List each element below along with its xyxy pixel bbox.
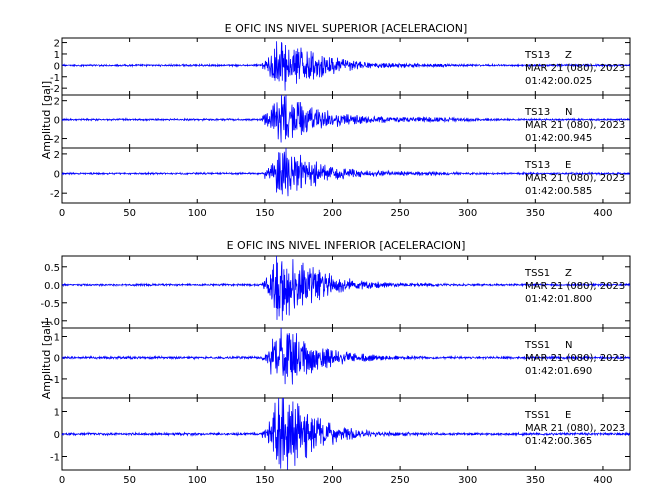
time-label: 01:42:00.945	[525, 133, 592, 144]
waveform-line	[61, 327, 631, 385]
x-tick-label: 400	[593, 475, 612, 486]
x-tick-label: 50	[123, 475, 136, 486]
station-label: TS13	[524, 107, 550, 118]
chart-2: E OFIC INS NIVEL INFERIOR [ACELERACION] A…	[40, 239, 631, 486]
y-tick-label: -2	[50, 189, 60, 200]
x-tick-label: 200	[323, 475, 342, 486]
time-label: 01:42:01.690	[525, 366, 592, 377]
y-tick-label: 2	[54, 97, 60, 108]
x-tick-label: 250	[391, 475, 410, 486]
time-label: 01:42:00.585	[525, 186, 592, 197]
date-label: MAR 21 (080), 2023	[525, 63, 625, 74]
trace-panel: -2 0 2 TS13 N MAR 21 (080), 2023 01:42:00.945	[50, 94, 631, 149]
y-tick-label: 0	[54, 61, 60, 72]
waveform-line	[61, 94, 631, 143]
x-tick-label: 200	[323, 208, 342, 219]
x-tick-label: 150	[255, 475, 274, 486]
trace-panel: -1 0 1 TSS1 E MAR 21 (080), 2023 01:42:00.365	[50, 397, 631, 471]
station-label: TS13	[524, 160, 550, 171]
y-tick-label: 0	[54, 430, 60, 441]
channel-label: Z	[565, 268, 572, 279]
y-tick-label: 0.5	[44, 263, 60, 274]
chart-title: E OFIC INS NIVEL SUPERIOR [ACELERACION]	[225, 22, 468, 35]
y-tick-label: -2	[50, 135, 60, 146]
panel-frame	[61, 255, 631, 329]
x-tick-label: 150	[255, 208, 274, 219]
waveform-line	[61, 147, 631, 197]
y-tick-label: 1	[54, 332, 60, 343]
x-tick-label: 250	[391, 208, 410, 219]
x-tick-label: 0	[59, 208, 65, 219]
y-tick-label: 1	[54, 408, 60, 419]
waveform-line	[61, 397, 631, 470]
trace-panel: -1.0 -0.5 0.0 0.5 TSS1 Z MAR 21 (080), 2023 01:…	[40, 255, 631, 329]
trace-panel: -2 0 2 TS13 E MAR 21 (080), 2023 01:42:00.585	[50, 147, 631, 204]
x-tick-label: 100	[188, 475, 207, 486]
date-label: MAR 21 (080), 2023	[525, 423, 625, 434]
time-label: 01:42:00.025	[525, 76, 592, 87]
y-axis-label: Amplitud [gal]	[40, 81, 53, 159]
station-label: TSS1	[524, 410, 550, 421]
y-tick-label: 0.0	[44, 281, 60, 292]
y-tick-label: -1	[50, 73, 60, 84]
y-tick-label: 2	[54, 150, 60, 161]
date-label: MAR 21 (080), 2023	[525, 120, 625, 131]
waveform-line	[61, 41, 631, 91]
y-tick-label: 0	[54, 116, 60, 127]
chart-1: E OFIC INS NIVEL SUPERIOR [ACELERACION] A…	[40, 22, 631, 219]
x-tick-label: 100	[188, 208, 207, 219]
y-tick-label: -1	[50, 375, 60, 386]
y-tick-label: 0	[54, 170, 60, 181]
station-label: TS13	[524, 50, 550, 61]
channel-label: E	[565, 410, 571, 421]
y-tick-label: 2	[54, 39, 60, 50]
trace-panel: -1 0 1 TSS1 N MAR 21 (080), 2023 01:42:01.690	[50, 327, 631, 399]
channel-label: Z	[565, 50, 572, 61]
chart-title: E OFIC INS NIVEL INFERIOR [ACELERACION]	[227, 239, 466, 252]
y-axis-label: Amplitud [gal]	[40, 321, 53, 399]
x-tick-label: 50	[123, 208, 136, 219]
x-tick-label: 300	[458, 208, 477, 219]
x-tick-label: 350	[526, 475, 545, 486]
channel-label: N	[565, 107, 572, 118]
y-tick-label: 1	[54, 50, 60, 61]
station-label: TSS1	[524, 340, 550, 351]
date-label: MAR 21 (080), 2023	[525, 353, 625, 364]
date-label: MAR 21 (080), 2023	[525, 173, 625, 184]
y-tick-label: -0.5	[40, 299, 60, 310]
x-tick-label: 300	[458, 475, 477, 486]
station-label: TSS1	[524, 268, 550, 279]
time-label: 01:42:01.800	[525, 294, 592, 305]
date-label: MAR 21 (080), 2023	[525, 281, 625, 292]
time-label: 01:42:00.365	[525, 436, 592, 447]
panel-frame	[61, 147, 631, 204]
y-tick-label: -1	[50, 453, 60, 464]
x-tick-label: 400	[593, 208, 612, 219]
y-tick-label: -2	[50, 84, 60, 95]
y-tick-label: 0	[54, 354, 60, 365]
waveform-line	[61, 255, 631, 321]
channel-label: N	[565, 340, 572, 351]
channel-label: E	[565, 160, 571, 171]
y-tick-label: -1.0	[40, 317, 60, 328]
x-tick-label: 350	[526, 208, 545, 219]
x-tick-label: 0	[59, 475, 65, 486]
